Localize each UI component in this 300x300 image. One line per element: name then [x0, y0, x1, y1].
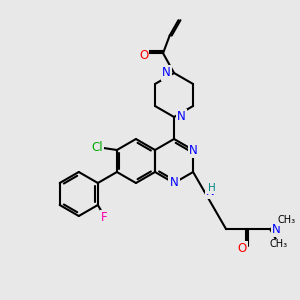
Text: N: N [162, 67, 171, 80]
Text: N: N [206, 184, 215, 198]
Text: N: N [189, 143, 197, 157]
Text: CH₃: CH₃ [278, 215, 296, 226]
Text: N: N [272, 223, 281, 236]
Text: N: N [170, 176, 178, 190]
Text: Cl: Cl [92, 141, 103, 154]
Text: O: O [238, 242, 247, 255]
Text: F: F [101, 211, 108, 224]
Text: O: O [139, 49, 148, 62]
Text: H: H [208, 183, 216, 193]
Text: N: N [177, 110, 186, 124]
Text: CH₃: CH₃ [270, 239, 288, 250]
